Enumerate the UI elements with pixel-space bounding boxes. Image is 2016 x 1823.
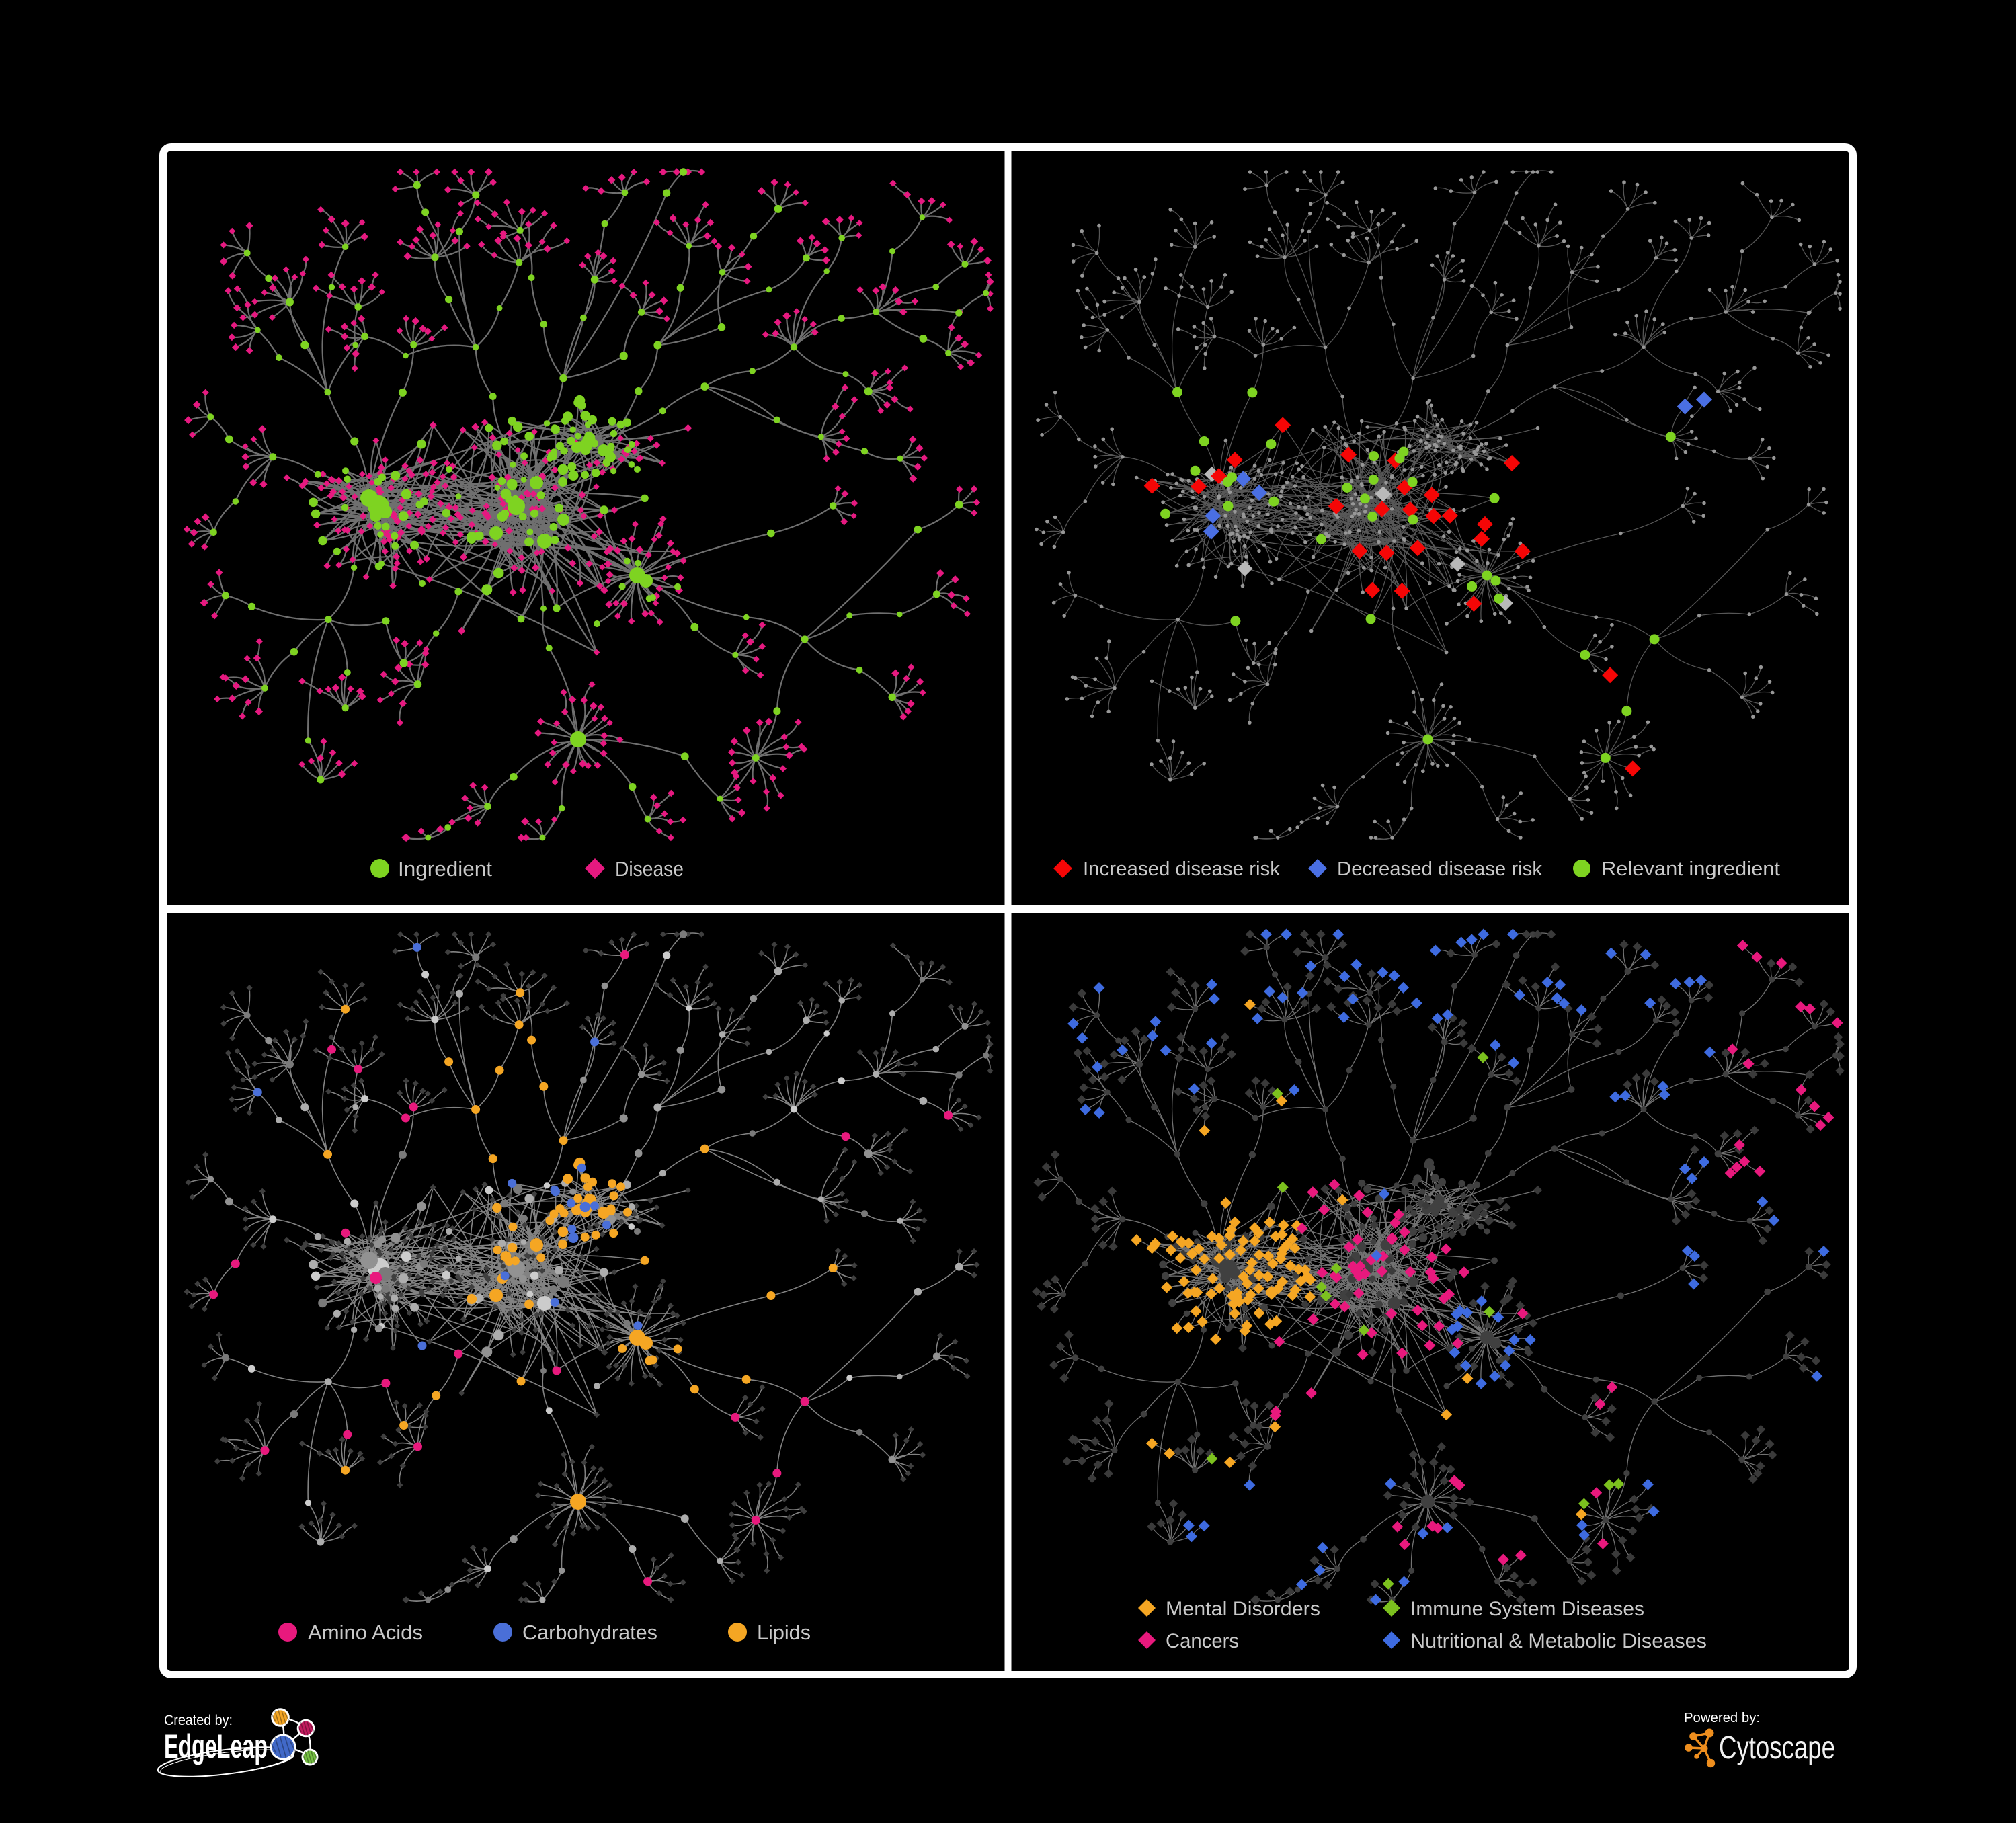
svg-text:Cancers: Cancers	[1166, 1630, 1239, 1652]
svg-text:Cytoscape: Cytoscape	[1719, 1730, 1835, 1766]
svg-text:EdgeLeap: EdgeLeap	[164, 1728, 268, 1765]
svg-text:Mental Disorders: Mental Disorders	[1166, 1598, 1320, 1620]
svg-text:Immune System Diseases: Immune System Diseases	[1410, 1598, 1644, 1620]
svg-text:Ingredient: Ingredient	[398, 857, 492, 881]
svg-text:Lipids: Lipids	[757, 1621, 811, 1644]
svg-text:Amino Acids: Amino Acids	[308, 1621, 423, 1644]
svg-text:Nutritional & Metabolic Diseas: Nutritional & Metabolic Diseases	[1410, 1630, 1707, 1652]
svg-text:Powered by:: Powered by:	[1684, 1711, 1760, 1726]
svg-text:Disease: Disease	[615, 857, 684, 881]
svg-text:Relevant ingredient: Relevant ingredient	[1601, 858, 1780, 880]
svg-text:Decreased disease risk: Decreased disease risk	[1337, 858, 1542, 880]
svg-text:Created by:: Created by:	[164, 1713, 233, 1728]
svg-text:Increased disease risk: Increased disease risk	[1083, 858, 1281, 880]
svg-text:Carbohydrates: Carbohydrates	[522, 1621, 657, 1644]
